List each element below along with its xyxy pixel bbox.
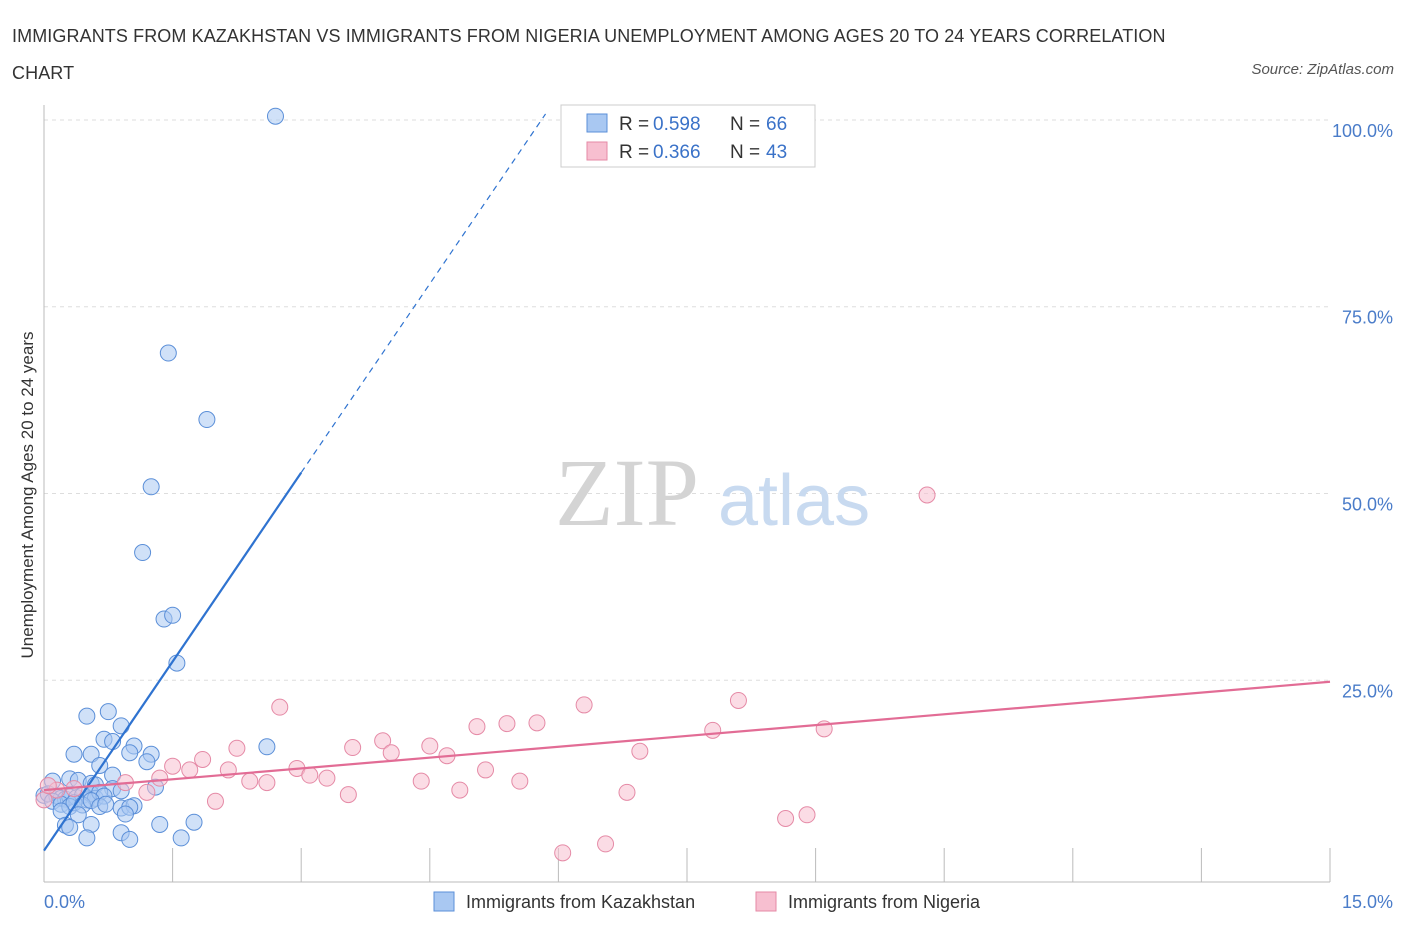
nigeria-point <box>511 772 529 790</box>
kazakhstan-point <box>78 707 96 725</box>
kazakhstan-points <box>35 107 284 848</box>
nigeria-point <box>554 844 572 862</box>
nigeria-point <box>241 772 259 790</box>
nigeria-point <box>575 696 593 714</box>
kazakhstan-point <box>82 745 100 763</box>
legend-n-value-nigeria: 43 <box>766 142 787 163</box>
y-tick-label: 100.0% <box>1332 121 1393 141</box>
nigeria-point <box>271 698 289 716</box>
x-tick-labels: 0.0% 15.0% <box>44 892 1393 912</box>
kazakhstan-point <box>142 478 160 496</box>
nigeria-point <box>798 806 816 824</box>
y-axis-label: Unemployment Among Ages 20 to 24 years <box>18 332 37 659</box>
nigeria-point <box>704 721 722 739</box>
nigeria-point <box>421 737 439 755</box>
nigeria-point <box>412 772 430 790</box>
legend-n-label-nigeria: N = <box>730 142 760 163</box>
kazakhstan-point <box>112 717 130 735</box>
stats-legend: R = 0.598 N = 66 R = 0.366 N = 43 <box>560 104 816 168</box>
nigeria-point <box>35 791 53 809</box>
chart-title: IMMIGRANTS FROM KAZAKHSTAN VS IMMIGRANTS… <box>12 26 1166 83</box>
kazakhstan-point <box>121 744 139 762</box>
nigeria-point <box>468 718 486 736</box>
legend-r-value-nigeria: 0.366 <box>653 142 701 163</box>
nigeria-point <box>194 750 212 768</box>
x-tick-label: 0.0% <box>44 892 85 912</box>
x-ticks <box>43 848 1331 882</box>
nigeria-point <box>344 739 362 757</box>
nigeria-point <box>228 739 246 757</box>
kazakhstan-trend-line <box>43 471 303 852</box>
kazakhstan-point <box>258 738 276 756</box>
nigeria-point <box>528 714 546 732</box>
kazakhstan-point <box>116 805 134 823</box>
nigeria-point <box>151 769 169 787</box>
kazakhstan-point <box>61 818 79 836</box>
nigeria-point <box>451 781 469 799</box>
nigeria-point <box>477 761 495 779</box>
nigeria-point <box>301 766 319 784</box>
gridlines <box>44 119 1330 681</box>
nigeria-point <box>138 783 156 801</box>
kazakhstan-point <box>266 107 284 125</box>
y-tick-label: 25.0% <box>1342 681 1393 701</box>
kazakhstan-point <box>151 815 169 833</box>
kazakhstan-point <box>78 829 96 847</box>
kazakhstan-point <box>159 344 177 362</box>
nigeria-point <box>729 691 747 709</box>
nigeria-point <box>206 792 224 810</box>
y-tick-label: 75.0% <box>1342 308 1393 328</box>
y-tick-labels: 25.0% 50.0% 75.0% 100.0% <box>1332 121 1393 701</box>
kazakhstan-point <box>99 703 117 721</box>
kazakhstan-point <box>198 411 216 429</box>
nigeria-point <box>597 835 615 853</box>
nigeria-point <box>631 742 649 760</box>
x-tick-label: 15.0% <box>1342 892 1393 912</box>
kazakhstan-point <box>97 795 115 813</box>
nigeria-point <box>258 774 276 792</box>
nigeria-point <box>382 744 400 762</box>
nigeria-point <box>164 757 182 775</box>
kazakhstan-trend-extension <box>300 113 547 473</box>
legend-n-value-kazakhstan: 66 <box>766 114 787 135</box>
kazakhstan-point <box>134 544 152 562</box>
trend-lines <box>43 113 1331 852</box>
watermark: ZIP atlas <box>555 439 870 546</box>
nigeria-point <box>39 777 57 795</box>
kazakhstan-point <box>164 606 182 624</box>
legend-r-label-nigeria: R = <box>619 142 649 163</box>
nigeria-point <box>777 809 795 827</box>
series-legend: Immigrants from Kazakhstan Immigrants fr… <box>433 891 981 912</box>
watermark-zip: ZIP <box>555 439 699 546</box>
nigeria-trend-line <box>43 680 1331 792</box>
legend-r-label-kazakhstan: R = <box>619 114 649 135</box>
legend-n-label-kazakhstan: N = <box>730 114 760 135</box>
kazakhstan-point <box>121 830 139 848</box>
nigeria-point <box>181 761 199 779</box>
nigeria-point <box>339 786 357 804</box>
kazakhstan-point <box>69 806 87 824</box>
bottom-legend-swatch-nigeria <box>755 891 777 912</box>
y-tick-label: 50.0% <box>1342 495 1393 515</box>
bottom-legend-kazakhstan: Immigrants from Kazakhstan <box>466 892 695 912</box>
kazakhstan-point <box>65 745 83 763</box>
nigeria-point <box>374 732 392 750</box>
kazakhstan-point <box>172 829 190 847</box>
nigeria-point <box>618 783 636 801</box>
legend-r-value-kazakhstan: 0.598 <box>653 114 701 135</box>
kazakhstan-point <box>185 813 203 831</box>
kazakhstan-point <box>138 753 156 771</box>
bottom-legend-nigeria: Immigrants from Nigeria <box>788 892 981 912</box>
legend-swatch-nigeria <box>586 141 608 161</box>
nigeria-points <box>35 486 936 862</box>
nigeria-point <box>498 715 516 733</box>
legend-swatch-kazakhstan <box>586 113 608 133</box>
watermark-atlas: atlas <box>718 461 870 541</box>
nigeria-point <box>918 486 936 504</box>
nigeria-point <box>318 769 336 787</box>
bottom-legend-swatch-kazakhstan <box>433 891 455 912</box>
source-label: Source: ZipAtlas.com <box>1251 61 1394 78</box>
